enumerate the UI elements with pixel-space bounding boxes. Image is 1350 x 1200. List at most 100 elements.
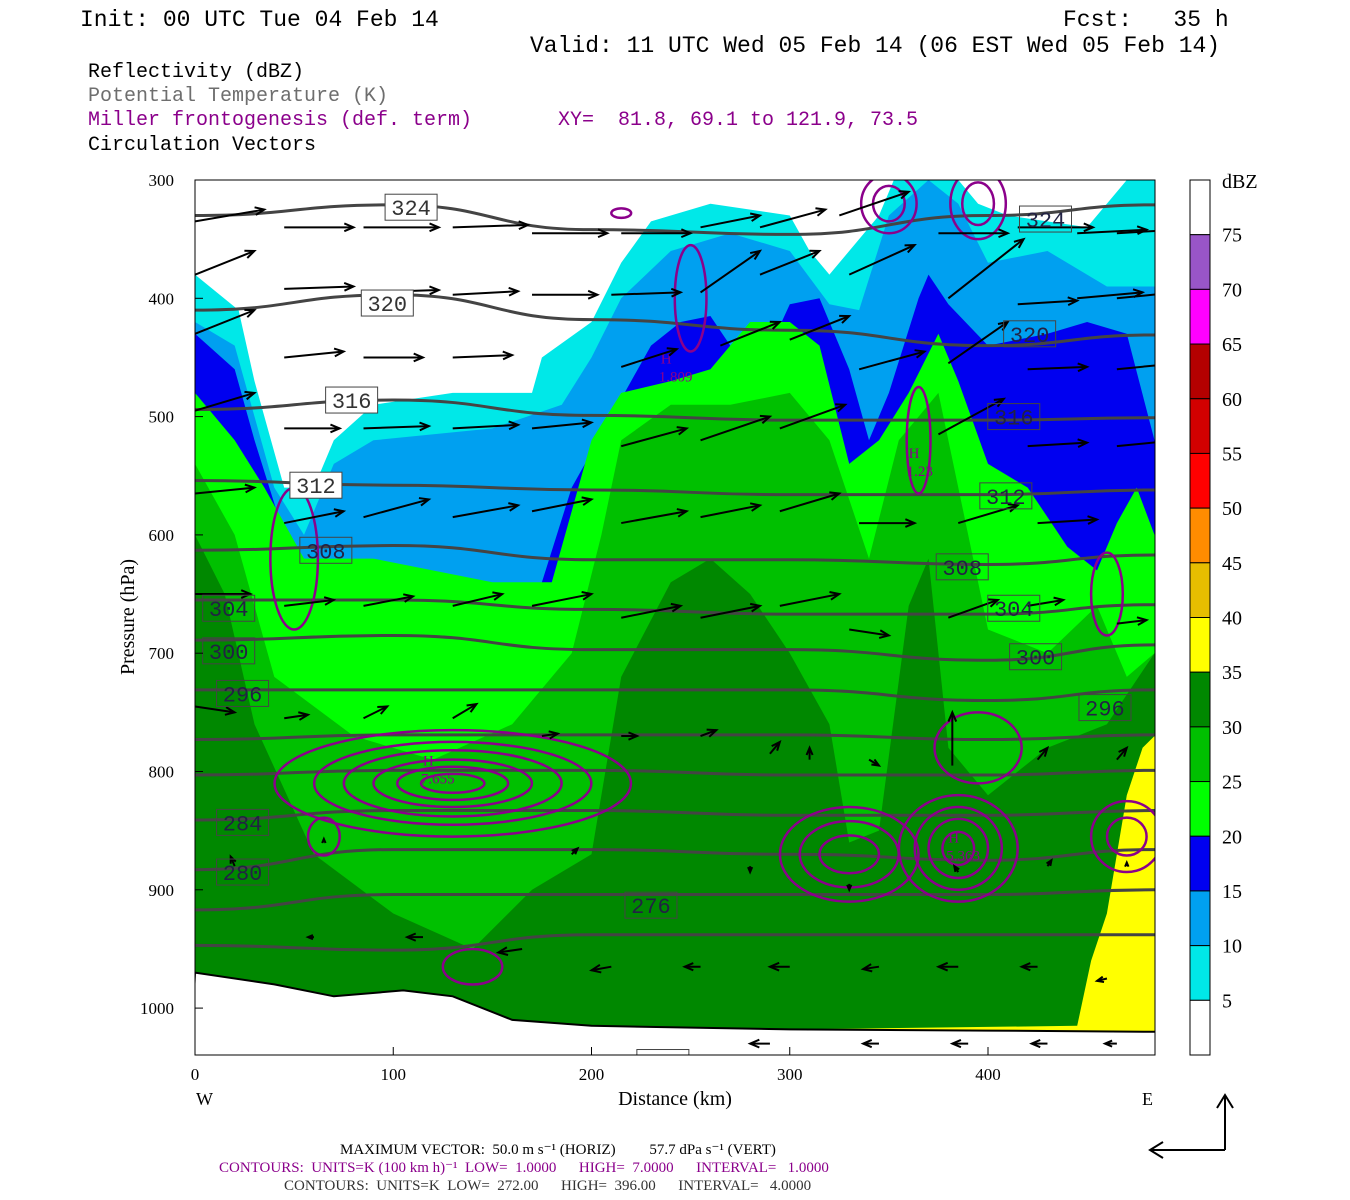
colorbar-swatch <box>1189 179 1211 236</box>
circulation-vector <box>452 286 521 297</box>
theta-contour-304 <box>195 598 1155 616</box>
fronto-max-value: 5.363 <box>946 848 980 864</box>
theta-label-box <box>202 594 256 622</box>
theta-label: 316 <box>332 390 372 415</box>
circulation-vector <box>860 963 880 973</box>
circulation-vector <box>620 426 690 448</box>
theta-label-box <box>1018 205 1072 233</box>
theta-label-box <box>979 482 1033 510</box>
circulation-vector <box>759 249 822 276</box>
circulation-vector <box>1102 1039 1117 1048</box>
field-frontogenesis: Miller frontogenesis (def. term) <box>88 109 472 132</box>
circulation-vector <box>947 709 958 766</box>
frontogenesis-contour <box>778 805 920 903</box>
fronto-max-value: 1.809 <box>659 369 693 385</box>
field-theta: Potential Temperature (K) <box>88 85 388 108</box>
colorbar-swatch <box>1189 890 1211 947</box>
circulation-vector <box>1046 858 1053 867</box>
circulation-vector <box>805 745 814 760</box>
theta-contour-272 <box>195 933 1155 952</box>
theta-label: 276 <box>631 895 671 920</box>
colorbar-label: 5 <box>1222 990 1232 1012</box>
circulation-vector <box>195 705 238 716</box>
y-tick-label: 700 <box>149 644 175 663</box>
theta-label-box <box>636 1049 690 1055</box>
frontogenesis-contour <box>960 181 996 227</box>
circulation-vector <box>1037 515 1100 525</box>
colorbar-label: 10 <box>1222 936 1242 958</box>
frontogenesis-contour <box>306 816 341 857</box>
colorbar-swatch <box>1189 781 1211 837</box>
circulation-vector <box>700 212 763 229</box>
circulation-vector <box>404 932 423 942</box>
y-tick-label: 1000 <box>140 999 174 1018</box>
circulation-vector <box>621 508 690 525</box>
circulation-vector <box>195 249 257 276</box>
circulation-vector <box>789 314 852 341</box>
frontogenesis-contour <box>913 805 1004 892</box>
circulation-vector <box>682 962 701 972</box>
theta-label-box <box>624 891 678 919</box>
colorbar-swatch <box>1189 671 1211 728</box>
x-tick-label: 300 <box>777 1065 803 1084</box>
circulation-vector <box>849 628 892 639</box>
y-tick-label: 300 <box>149 171 175 190</box>
circulation-vector <box>1027 596 1066 607</box>
theta-label-box <box>325 386 379 414</box>
fronto-max-marker: H <box>423 754 434 770</box>
xy-endpoints: XY= 81.8, 69.1 to 121.9, 73.5 <box>558 109 918 132</box>
colorbar-label: 70 <box>1222 279 1242 301</box>
forecast-hour: Fcst: 35 h <box>1063 7 1229 33</box>
circulation-vector <box>284 281 357 292</box>
field-reflectivity: Reflectivity (dBZ) <box>88 61 304 84</box>
theta-label-box <box>987 594 1041 622</box>
colorbar-swatch <box>1189 562 1211 618</box>
colorbar-swatch <box>1189 507 1211 564</box>
theta-label: 308 <box>942 557 982 582</box>
circulation-vector <box>848 244 917 276</box>
frontogenesis-contour <box>905 385 932 495</box>
theta-contour-info: CONTOURS: UNITS=K LOW= 272.00 HIGH= 396.… <box>284 1178 811 1194</box>
circulation-vector <box>195 390 257 412</box>
frontogenesis-contour <box>610 207 633 220</box>
circulation-vector <box>363 222 442 233</box>
circulation-vector <box>949 1039 969 1049</box>
theta-label-box <box>1003 320 1057 348</box>
x-tick-label: 200 <box>579 1065 605 1084</box>
circulation-vector <box>1116 616 1150 626</box>
frontogenesis-contour <box>933 711 1023 785</box>
colorbar-swatch <box>1189 999 1211 1056</box>
circulation-vector <box>363 352 426 363</box>
circulation-vector <box>452 591 505 607</box>
circulation-vector <box>699 249 763 294</box>
y-tick-label: 400 <box>149 289 175 308</box>
init-time: Init: 00 UTC Tue 04 Feb 14 <box>80 7 439 33</box>
theta-label-box <box>1078 694 1132 722</box>
y-tick-label: 900 <box>149 881 175 900</box>
circulation-vector <box>284 596 337 607</box>
frontogenesis-contour <box>396 765 510 802</box>
theta-label-box <box>216 858 270 886</box>
theta-label: 324 <box>1026 209 1066 234</box>
colorbar-swatch <box>1189 398 1211 454</box>
colorbar-label: 60 <box>1222 389 1242 411</box>
circulation-vector <box>363 705 390 720</box>
colorbar-label: 50 <box>1222 498 1242 520</box>
colorbar-swatch <box>1189 835 1211 892</box>
circulation-vector <box>621 228 694 239</box>
circulation-vector <box>588 963 612 974</box>
frontogenesis-contour <box>949 180 1008 241</box>
circulation-vector <box>1116 745 1129 761</box>
circulation-vector <box>846 883 853 893</box>
circulation-vector <box>1029 1039 1048 1049</box>
frontogenesis-contour <box>673 243 708 353</box>
frontogenesis-contour <box>1089 551 1125 637</box>
theta-label-box <box>1009 643 1063 671</box>
circulation-vector <box>284 423 343 434</box>
colorbar-swatch <box>1189 945 1211 1001</box>
circulation-vector <box>531 591 594 607</box>
circulation-vector <box>700 728 719 738</box>
fronto-max-value: 7.655 <box>421 772 455 788</box>
circulation-vector <box>284 711 311 721</box>
circulation-vector <box>452 420 521 431</box>
